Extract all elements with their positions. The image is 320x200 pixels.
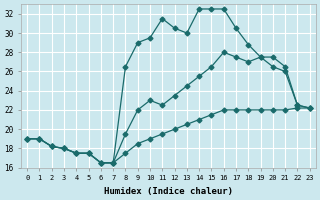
X-axis label: Humidex (Indice chaleur): Humidex (Indice chaleur)	[104, 187, 233, 196]
